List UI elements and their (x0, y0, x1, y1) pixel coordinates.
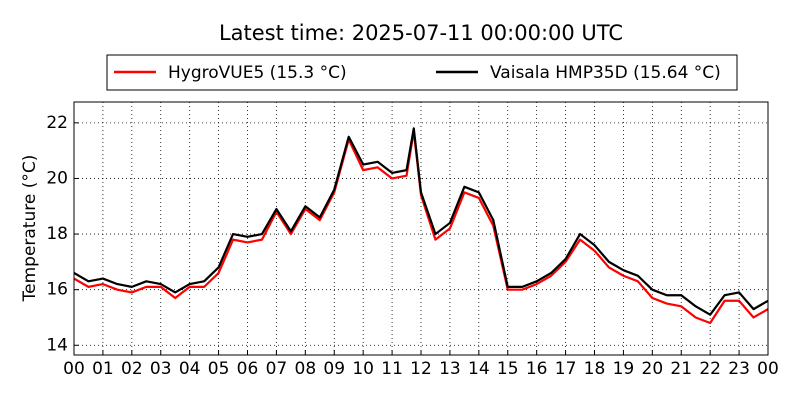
y-tick-label: 14 (46, 335, 68, 355)
x-tick-label: 21 (670, 359, 692, 379)
legend-label: Vaisala HMP35D (15.64 °C) (490, 63, 721, 83)
x-tick-label: 13 (439, 359, 461, 379)
x-tick-label: 17 (555, 359, 577, 379)
y-tick-label: 20 (46, 168, 68, 188)
x-tick-label: 16 (526, 359, 548, 379)
y-tick-label: 18 (46, 224, 68, 244)
y-tick-label: 22 (46, 113, 68, 133)
x-tick-label: 19 (613, 359, 635, 379)
x-tick-label: 23 (728, 359, 750, 379)
x-tick-label: 05 (208, 359, 230, 379)
y-tick-label: 16 (46, 280, 68, 300)
chart-title: Latest time: 2025-07-11 00:00:00 UTC (219, 21, 623, 45)
x-tick-label: 06 (237, 359, 259, 379)
x-tick-label: 12 (410, 359, 432, 379)
x-tick-label: 04 (179, 359, 201, 379)
legend-label: HygroVUE5 (15.3 °C) (168, 63, 347, 83)
x-tick-label: 03 (150, 359, 172, 379)
y-axis-label: Temperature (°C) (20, 155, 40, 303)
x-tick-label: 15 (497, 359, 519, 379)
x-tick-label: 22 (699, 359, 721, 379)
x-tick-label: 09 (323, 359, 345, 379)
plot-frame (73, 101, 769, 356)
x-tick-label: 08 (295, 359, 317, 379)
x-tick-label: 18 (584, 359, 606, 379)
x-tick-label: 00 (757, 359, 779, 379)
legend-box (106, 54, 738, 91)
x-tick-label: 11 (381, 359, 403, 379)
x-tick-label: 10 (352, 359, 374, 379)
x-tick-label: 20 (642, 359, 664, 379)
series-line (73, 127, 769, 316)
x-tick-label: 02 (121, 359, 143, 379)
x-tick-label: 01 (92, 359, 114, 379)
x-tick-label: 14 (468, 359, 490, 379)
x-tick-label: 07 (266, 359, 288, 379)
x-tick-label: 00 (63, 359, 85, 379)
